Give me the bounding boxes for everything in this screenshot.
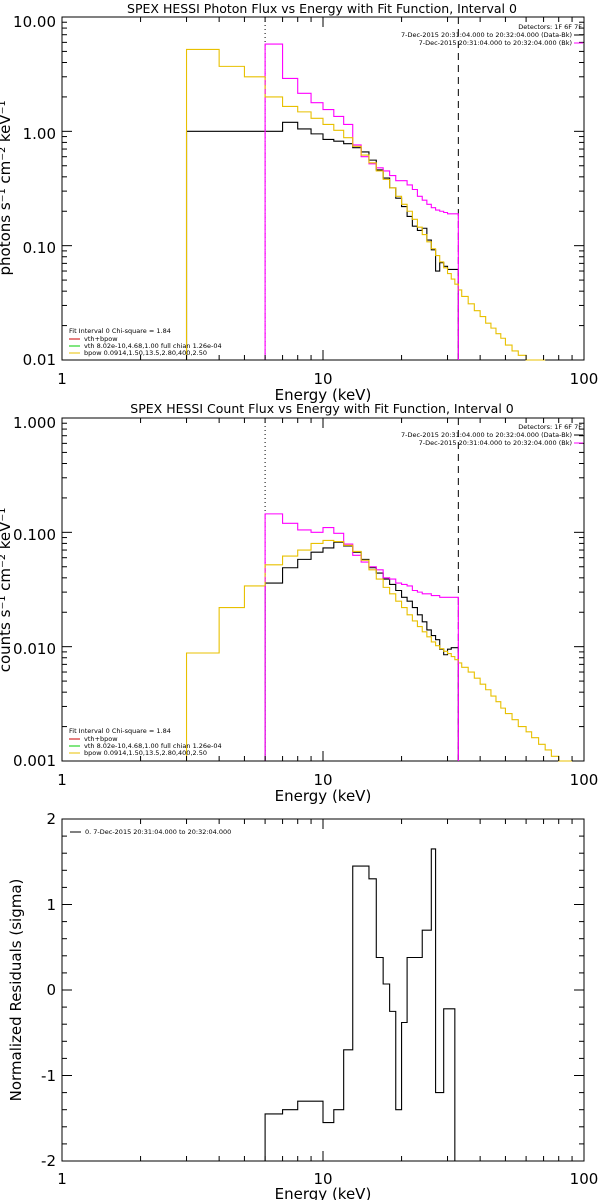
count-flux-x-axis-title: Energy (keV) — [275, 787, 372, 805]
x-tick-label-10: 10 — [313, 771, 332, 789]
residuals-ticks — [61, 818, 584, 1162]
count-flux-legend-data: 7-Dec-2015 20:31:04.000 to 20:32:04.000 … — [401, 431, 572, 439]
count-flux-legend-bpow: bpow 0.0914,1.50,13.5,2.80,400,2.50 — [84, 749, 207, 757]
count-flux-panel: SPEX HESSI Count Flux vs Energy with Fit… — [0, 401, 598, 805]
series-data-bk-line — [264, 541, 459, 761]
count-flux-legend-bk: 7-Dec-2015 20:31:04.000 to 20:32:04.000 … — [419, 439, 572, 447]
x-tick-label-1: 1 — [57, 370, 67, 388]
y-tick-label-0.001: 0.001 — [13, 752, 56, 770]
photon-flux-axes-frame — [61, 16, 585, 361]
series-bk-line — [264, 513, 459, 761]
photon-flux-legend-total: vth+bpow — [84, 335, 118, 343]
x-tick-label-100: 100 — [570, 370, 599, 388]
y-tick-label-minus-2: -2 — [41, 1152, 56, 1170]
y-tick-label-2: 2 — [46, 810, 56, 828]
y-tick-label-10.00: 10.00 — [13, 13, 56, 31]
photon-flux-legend-vth: vth 8.02e-10,4.68,1.00 full chian 1.26e-… — [84, 342, 222, 350]
y-tick-label-1.000: 1.000 — [13, 414, 56, 432]
residuals-y-axis-title: Normalized Residuals (sigma) — [7, 879, 25, 1102]
y-tick-label-0.01: 0.01 — [23, 351, 56, 369]
y-tick-label-1.00: 1.00 — [23, 125, 56, 143]
series-data-bk-line — [185, 121, 459, 360]
x-tick-label-10: 10 — [313, 370, 332, 388]
photon-flux-title: SPEX HESSI Photon Flux vs Energy with Fi… — [127, 1, 517, 16]
photon-flux-legend-bpow: bpow 0.0914,1.50,13.5,2.80,400,2.50 — [84, 349, 207, 357]
y-tick-label-minus-1: -1 — [41, 1067, 56, 1085]
x-tick-label-10: 10 — [313, 1170, 332, 1188]
count-flux-y-axis-title: counts s⁻¹ cm⁻² keV⁻¹ — [0, 508, 14, 673]
series-bpow-line — [185, 539, 573, 762]
count-flux-ticks — [61, 418, 584, 762]
series-bk-line — [264, 43, 459, 360]
y-tick-label-0: 0 — [46, 981, 56, 999]
count-flux-marks — [185, 418, 573, 762]
count-flux-title: SPEX HESSI Count Flux vs Energy with Fit… — [130, 401, 513, 416]
residuals-panel: 1 10 100 -2 -1 0 1 2 Energy (keV) Normal… — [7, 810, 599, 1203]
x-tick-label-100: 100 — [570, 771, 599, 789]
photon-flux-detectors-label: Detectors: 1F 6F 7F — [518, 23, 582, 31]
x-tick-label-1: 1 — [57, 1170, 67, 1188]
photon-flux-ticks — [61, 17, 584, 361]
photon-flux-y-axis-title: photons s⁻¹ cm⁻² keV⁻¹ — [0, 101, 14, 276]
y-tick-label-0.010: 0.010 — [13, 640, 56, 658]
photon-flux-legend-data: 7-Dec-2015 20:31:04.000 to 20:32:04.000 … — [401, 31, 572, 39]
y-tick-label-0.10: 0.10 — [23, 239, 56, 257]
count-flux-legend-vth: vth 8.02e-10,4.68,1.00 full chian 1.26e-… — [84, 742, 222, 750]
count-flux-legend-total: vth+bpow — [84, 735, 118, 743]
series-bpow-line — [185, 48, 546, 361]
photon-flux-x-axis-title: Energy (keV) — [275, 386, 372, 404]
y-tick-label-1: 1 — [46, 896, 56, 914]
count-flux-fit-interval-label: Fit Interval 0 Chi-square = 1.84 — [69, 727, 171, 735]
residuals-x-axis-title: Energy (keV) — [275, 1185, 372, 1200]
photon-flux-legend-bk: 7-Dec-2015 20:31:04.000 to 20:32:04.000 … — [419, 39, 572, 47]
count-flux-detectors-label: Detectors: 1F 6F 7F — [518, 423, 582, 431]
y-tick-label-0.100: 0.100 — [13, 526, 56, 544]
photon-flux-panel: SPEX HESSI Photon Flux vs Energy with Fi… — [0, 1, 598, 404]
residuals-legend-interval: 0. 7-Dec-2015 20:31:04.000 to 20:32:04.0… — [85, 828, 231, 836]
series-0--line — [264, 848, 459, 1162]
x-tick-label-100: 100 — [570, 1170, 599, 1188]
residuals-marks — [264, 848, 459, 1162]
photon-flux-marks — [185, 17, 546, 361]
photon-flux-fit-interval-label: Fit Interval 0 Chi-square = 1.84 — [69, 327, 171, 335]
x-tick-label-1: 1 — [57, 771, 67, 789]
